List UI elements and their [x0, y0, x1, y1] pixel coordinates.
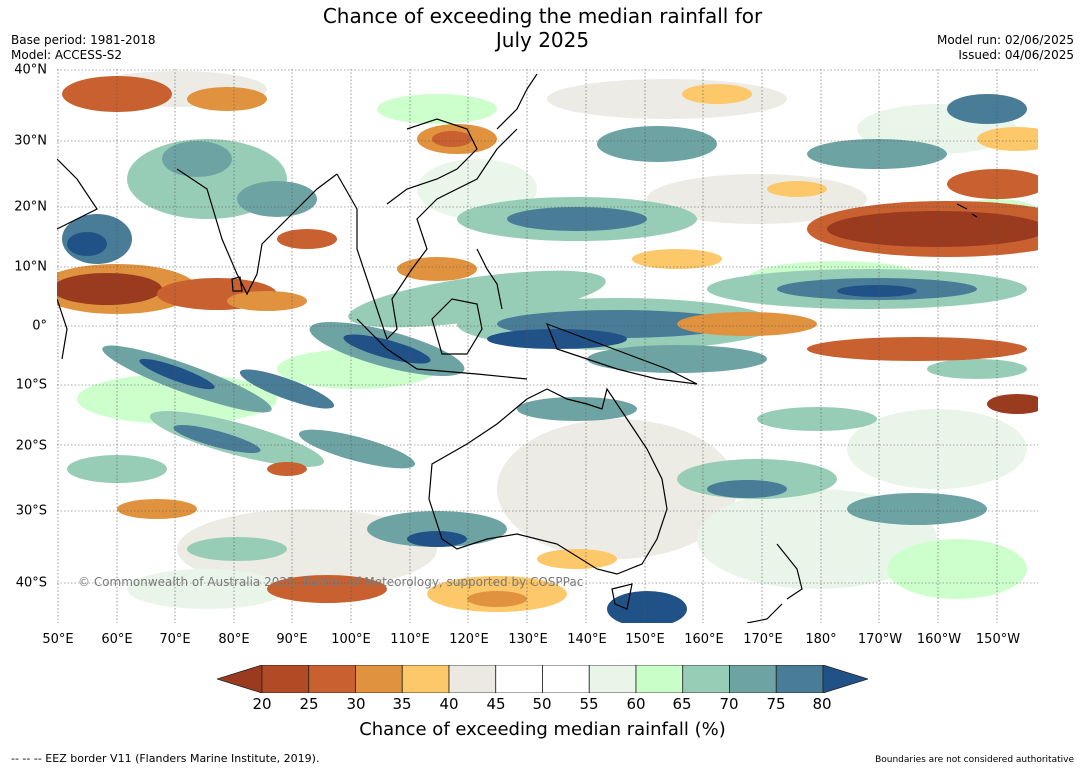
arabia-coastline	[57, 158, 98, 230]
lat-label-20n: 20°N	[14, 199, 47, 215]
lon-label-150e: 150°E	[625, 632, 665, 647]
run-info: Model run: 02/06/2025 Issued: 04/06/2025	[937, 33, 1074, 63]
lat-label-equator: 0°	[32, 318, 47, 334]
colorbar-cell	[448, 665, 497, 693]
colorbar-cells	[217, 665, 868, 693]
tasmania-coastline	[611, 583, 633, 610]
colorbar-cell	[401, 665, 450, 693]
colorbar-tick-80: 80	[812, 695, 832, 713]
lon-label-150w: 150°W	[975, 632, 1021, 647]
colorbar-tick-45: 45	[486, 695, 506, 713]
colorbar-lower-extension	[217, 665, 263, 693]
model-name: Model: ACCESS-S2	[11, 48, 123, 62]
colorbar-tick-35: 35	[392, 695, 412, 713]
colorbar-tick-40: 40	[439, 695, 459, 713]
lon-label-160w: 160°W	[916, 632, 962, 647]
lon-label-60e: 60°E	[101, 632, 133, 647]
colorbar-tick-60: 60	[626, 695, 646, 713]
lat-label-20s: 20°S	[15, 438, 47, 454]
wet-anomalies	[62, 94, 1027, 623]
colorbar-cell	[682, 665, 730, 693]
colorbar-cell	[308, 665, 356, 693]
southeast-asia-coastline	[336, 128, 518, 341]
colorbar-upper-extension	[822, 665, 868, 693]
colorbar-tick-75: 75	[766, 695, 786, 713]
dry-anomalies	[57, 76, 1038, 612]
sri-lanka-coastline	[231, 276, 243, 292]
philippines-coastline	[476, 248, 503, 310]
lon-label-120e: 120°E	[449, 632, 489, 647]
lon-label-70e: 70°E	[159, 632, 191, 647]
boundaries-disclaimer: Boundaries are not considered authoritat…	[875, 755, 1074, 765]
colorbar-cell	[775, 665, 824, 693]
colorbar-tick-55: 55	[579, 695, 599, 713]
china-coastline	[386, 118, 478, 205]
lon-label-130e: 130°E	[508, 632, 548, 647]
lon-label-140e: 140°E	[567, 632, 607, 647]
lat-label-10s: 10°S	[15, 377, 47, 393]
lat-label-40n: 40°N	[14, 62, 47, 78]
eez-border-note: -- -- -- EEZ border V11 (Flanders Marine…	[11, 752, 320, 765]
colorbar-tick-65: 65	[672, 695, 692, 713]
japan-coastline	[496, 73, 538, 130]
lon-label-160e: 160°E	[684, 632, 724, 647]
colorbar-cell	[588, 665, 637, 693]
colorbar-cell	[729, 665, 777, 693]
australia-coastline	[428, 387, 668, 575]
lat-label-30s: 30°S	[15, 503, 47, 519]
new-guinea-coastline	[545, 322, 698, 385]
title-line-1: Chance of exceeding the median rainfall …	[322, 4, 763, 28]
colorbar-cell	[495, 665, 543, 693]
gridlines	[57, 69, 1038, 623]
lon-label-80e: 80°E	[218, 632, 250, 647]
colorbar-legend	[217, 665, 868, 693]
copyright-notice: © Commonwealth of Australia 2025, Bureau…	[78, 575, 584, 589]
map-title: Chance of exceeding the median rainfall …	[0, 4, 1085, 52]
colorbar-tick-25: 25	[299, 695, 319, 713]
colorbar-cell	[261, 665, 310, 693]
model-run: Model run: 02/06/2025	[936, 33, 1074, 47]
hawaii-coastline	[956, 203, 978, 218]
lat-label-30n: 30°N	[14, 133, 47, 149]
indonesia-coastline	[356, 318, 528, 380]
rainfall-probability-map	[57, 69, 1038, 623]
lat-label-10n: 10°N	[14, 259, 47, 275]
model-info: Base period: 1981-2018 Model: ACCESS-S2	[11, 33, 156, 63]
new-zealand-coastline	[746, 543, 803, 623]
base-period: Base period: 1981-2018	[11, 33, 156, 47]
colorbar-title: Chance of exceeding median rainfall (%)	[359, 719, 726, 740]
colorbar-tick-30: 30	[346, 695, 366, 713]
lat-label-40s: 40°S	[15, 575, 47, 591]
lon-label-170w: 170°W	[857, 632, 903, 647]
colorbar-tick-70: 70	[719, 695, 739, 713]
coastlines	[57, 73, 978, 623]
africa-coastline	[57, 298, 68, 360]
borneo-coastline	[431, 298, 483, 355]
colorbar-tick-20: 20	[252, 695, 272, 713]
map-svg	[57, 69, 1038, 623]
lon-label-90e: 90°E	[276, 632, 308, 647]
lon-label-180: 180°	[805, 632, 837, 647]
lon-label-50e: 50°E	[42, 632, 74, 647]
issued-date: Issued: 04/06/2025	[958, 48, 1074, 62]
india-coastline	[176, 168, 338, 296]
lon-label-110e: 110°E	[390, 632, 430, 647]
title-line-2: July 2025	[495, 28, 590, 52]
lon-label-100e: 100°E	[331, 632, 371, 647]
colorbar-tick-50: 50	[532, 695, 552, 713]
lon-label-170e: 170°E	[743, 632, 783, 647]
colorbar-cell	[635, 665, 684, 693]
colorbar-cell	[355, 665, 403, 693]
colorbar-cell	[542, 665, 590, 693]
